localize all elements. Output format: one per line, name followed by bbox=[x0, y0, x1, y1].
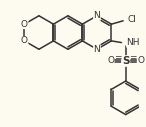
Text: =: = bbox=[114, 53, 122, 62]
Text: N: N bbox=[94, 45, 100, 54]
Text: O: O bbox=[137, 57, 144, 66]
Text: O: O bbox=[107, 57, 114, 66]
Text: N: N bbox=[94, 11, 100, 20]
Text: NH: NH bbox=[127, 38, 140, 47]
Text: O: O bbox=[21, 20, 28, 29]
Text: O: O bbox=[21, 36, 28, 45]
Text: =: = bbox=[130, 53, 137, 62]
Text: Cl: Cl bbox=[127, 15, 136, 25]
Text: S: S bbox=[122, 56, 130, 66]
